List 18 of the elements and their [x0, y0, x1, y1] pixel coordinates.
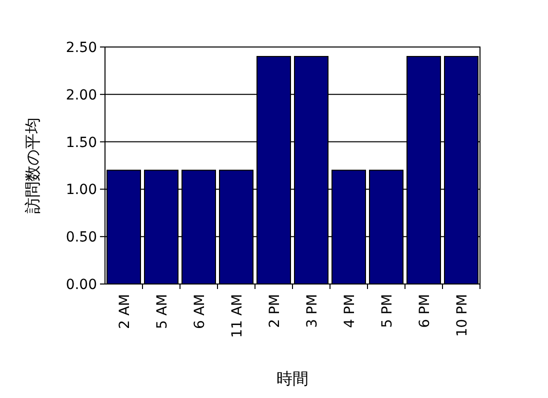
- x-tick-label: 11 AM: [229, 294, 246, 338]
- y-tick-label: 2.50: [66, 40, 97, 56]
- y-tick-label: 2.00: [66, 87, 97, 104]
- x-tick-label: 5 AM: [154, 294, 170, 330]
- x-tick-label: 2 AM: [116, 294, 133, 330]
- x-tick-label: 10 PM: [454, 294, 470, 337]
- y-tick-label: 0.50: [66, 230, 97, 246]
- y-tick-label: 0.00: [66, 277, 97, 293]
- x-tick-label: 4 PM: [342, 294, 358, 328]
- y-axis-title: 訪問数の平均: [23, 118, 42, 214]
- y-tick-label: 1.00: [66, 182, 97, 198]
- x-tick-label: 6 AM: [192, 294, 208, 330]
- x-tick-label: 3 PM: [304, 294, 320, 328]
- x-tick-label: 6 PM: [416, 294, 433, 328]
- x-tick-label: 5 PM: [379, 294, 396, 328]
- y-tick-label: 1.50: [66, 134, 97, 151]
- x-axis-title: 時間: [276, 369, 308, 388]
- x-tick-label: 2 PM: [266, 294, 283, 328]
